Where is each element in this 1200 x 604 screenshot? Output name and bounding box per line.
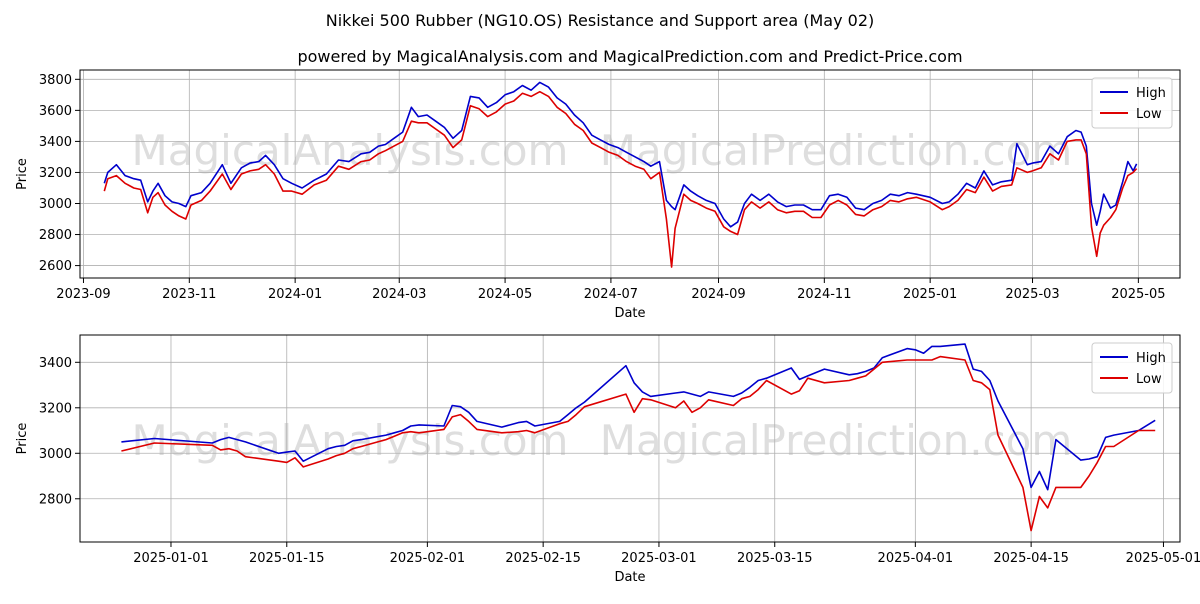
bottom-chart-watermark: MagicalPrediction.com	[600, 416, 1073, 465]
top-chart-y-tick-label: 3800	[39, 73, 72, 88]
top-chart-series-high-line	[103, 81, 1138, 228]
bottom-chart-y-axis-label: Price	[15, 423, 30, 455]
top-chart-x-tick-label: 2023-09	[56, 287, 110, 302]
top-chart-x-tick-label: 2024-01	[268, 287, 322, 302]
top-chart-x-tick-label: 2025-05	[1111, 287, 1165, 302]
top-chart-legend-label-low: Low	[1136, 107, 1162, 122]
chart-subtitle: powered by MagicalAnalysis.com and Magic…	[297, 47, 962, 66]
bottom-chart-series-high-line	[121, 343, 1156, 491]
top-chart-x-tick-label: 2024-07	[584, 287, 638, 302]
top-chart-x-tick-label: 2024-05	[478, 287, 532, 302]
top-chart-x-tick-label: 2023-11	[162, 287, 216, 302]
top-chart-x-axis-label: Date	[614, 306, 645, 321]
bottom-chart-x-tick-label: 2025-02-01	[390, 551, 466, 566]
bottom-chart-series-low-line	[121, 355, 1156, 532]
top-chart-y-axis-label: Price	[15, 158, 30, 190]
top-chart-x-tick-label: 2024-11	[797, 287, 851, 302]
bottom-chart-x-tick-label: 2025-04-01	[878, 551, 954, 566]
top-chart-x-tick-label: 2025-01	[903, 287, 957, 302]
bottom-chart-y-tick-label: 2800	[39, 492, 72, 507]
top-chart-legend-label-high: High	[1136, 86, 1166, 101]
bottom-chart-watermark: MagicalAnalysis.com	[132, 416, 569, 465]
bottom-chart-y-tick-label: 3400	[39, 356, 72, 371]
top-chart-watermark: MagicalPrediction.com	[600, 126, 1073, 175]
bottom-chart-x-tick-label: 2025-01-15	[249, 551, 325, 566]
bottom-chart-x-tick-label: 2025-05-01	[1126, 551, 1200, 566]
top-chart-x-tick-label: 2024-03	[372, 287, 426, 302]
bottom-chart-y-tick-label: 3200	[39, 401, 72, 416]
top-chart-y-tick-label: 3000	[39, 197, 72, 212]
bottom-chart-plot-frame	[79, 334, 1181, 543]
top-chart-x-tick-label: 2024-09	[691, 287, 745, 302]
bottom-chart-x-tick-label: 2025-02-15	[505, 551, 581, 566]
top-chart-y-tick-label: 3400	[39, 135, 72, 150]
bottom-chart-legend-box	[1091, 342, 1173, 394]
bottom-chart-x-tick-label: 2025-03-15	[737, 551, 813, 566]
bottom-chart-y-tick-label: 3000	[39, 447, 72, 462]
top-chart-y-tick-label: 3600	[39, 104, 72, 119]
top-chart-y-tick-label: 2600	[39, 259, 72, 274]
bottom-chart-x-tick-label: 2025-03-01	[621, 551, 697, 566]
bottom-chart-legend-label-low: Low	[1136, 372, 1162, 387]
bottom-chart-x-axis-label: Date	[614, 570, 645, 585]
chart-title: Nikkei 500 Rubber (NG10.OS) Resistance a…	[326, 11, 874, 30]
top-chart-x-tick-label: 2025-03	[1005, 287, 1059, 302]
top-chart-y-tick-label: 2800	[39, 228, 72, 243]
bottom-chart-x-tick-label: 2025-01-01	[133, 551, 209, 566]
bottom-chart-legend-label-high: High	[1136, 351, 1166, 366]
top-chart-plot-frame	[79, 69, 1181, 279]
top-chart-y-tick-label: 3200	[39, 166, 72, 181]
bottom-chart-x-tick-label: 2025-04-15	[993, 551, 1069, 566]
top-chart-legend-box	[1091, 77, 1173, 129]
top-chart-watermark: MagicalAnalysis.com	[132, 126, 569, 175]
top-chart-series-low-line	[103, 90, 1138, 268]
